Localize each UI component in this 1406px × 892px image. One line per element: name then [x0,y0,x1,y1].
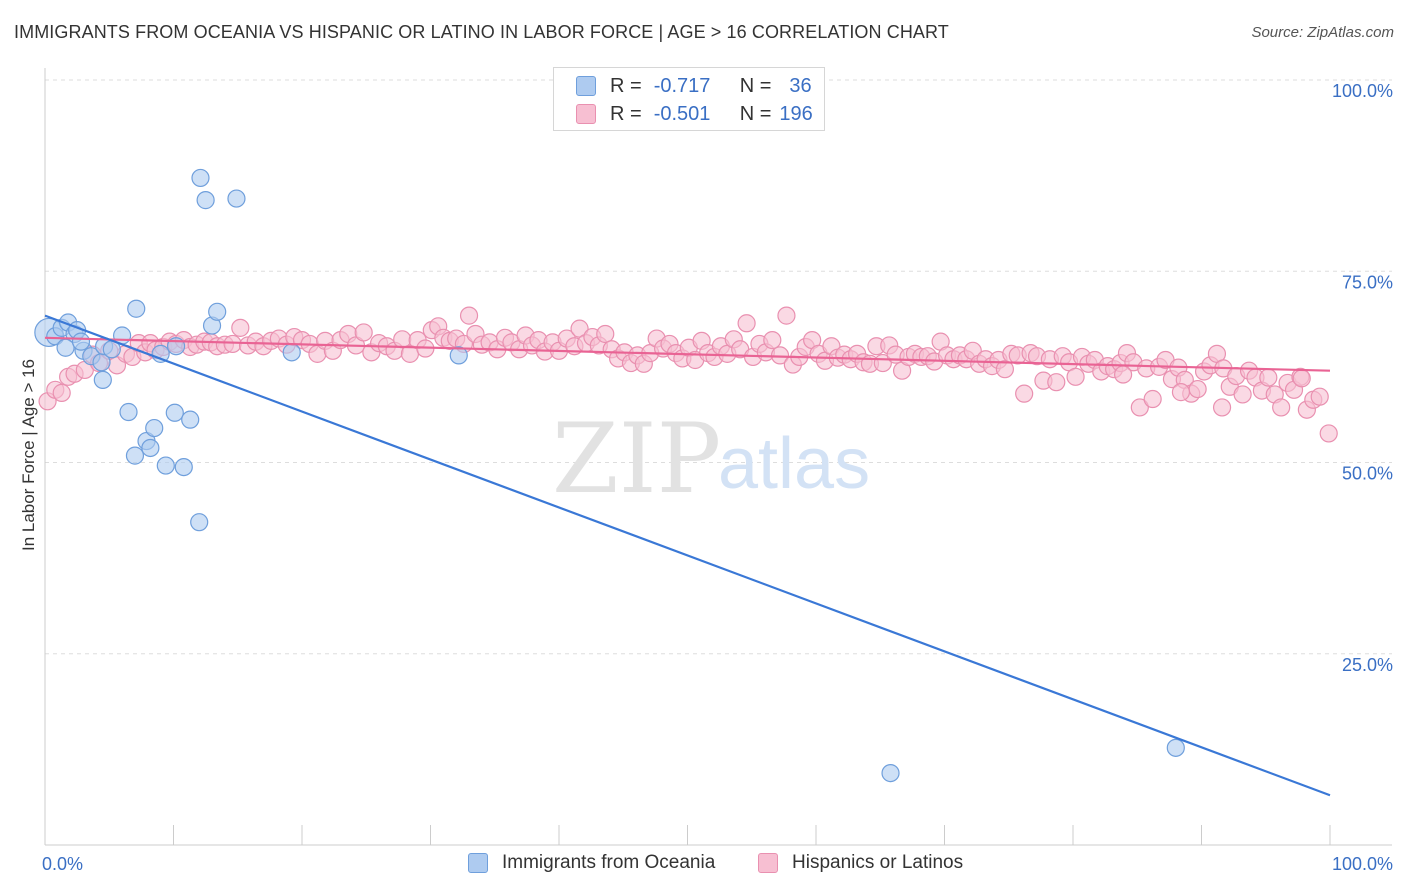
oceania-point [56,338,75,357]
oceania-point [165,403,184,422]
bottom-legend-hispanics: Hispanics or Latinos [758,852,963,874]
hispanics-point [1212,398,1232,417]
oceania-point [145,418,164,438]
oceania-point [127,299,146,318]
hispanics-point [1130,398,1149,417]
y-tick-label: 75.0% [1342,272,1393,292]
grid-lines [45,79,1392,655]
watermark-zip: ZIP [552,403,721,515]
legend-n-label: N = [739,74,772,97]
bottom-legend-swatch-hispanics [758,853,778,873]
x-tick-label: 0.0% [42,854,83,874]
hispanics-point [223,334,242,354]
hispanics-point [763,331,782,350]
oceania-trend-line [44,314,1331,797]
trend-lines [44,314,1331,797]
oceania-point [191,168,210,188]
hispanics-point [52,383,71,402]
legend-n-label: N = [739,102,772,125]
hispanics-point [1066,367,1085,386]
chart-source: Source: ZipAtlas.com [1251,24,1394,41]
oceania-point [282,343,301,362]
hispanics-point [1259,368,1278,387]
oceania-point [1166,738,1185,757]
oceania-point [125,446,145,465]
hispanics-point [737,314,756,333]
legend-row-oceania: R = -0.717 N = 36 [576,72,812,100]
oceania-point [141,438,160,458]
hispanics-point [1114,365,1133,384]
watermark: ZIP atlas [552,403,870,515]
oceania-point [881,763,900,783]
y-tick-label: 100.0% [1332,81,1393,101]
x-tick-label: 100.0% [1332,854,1393,874]
hispanics-point [459,306,479,325]
y-tick-label: 50.0% [1342,464,1393,484]
legend-swatch-oceania [576,76,596,96]
oceania-point [190,513,209,532]
hispanics-point [995,360,1014,379]
legend-swatch-hispanics [576,104,596,124]
oceania-point [119,402,138,422]
oceania-point [71,332,91,351]
hispanics-trend-line [44,336,1331,372]
legend-r-value-oceania: -0.717 [653,74,711,97]
hispanics-point [1319,424,1338,443]
legend: R = -0.717 N = 36 R = -0.501 N = 196 [553,67,825,131]
bottom-legend-swatch-oceania [468,853,488,873]
legend-row-hispanics: R = -0.501 N = 196 [576,100,813,128]
series-oceania-points [34,168,1185,783]
hispanics-point [231,318,250,337]
axes [44,68,1392,846]
legend-r-label: R = [610,102,642,125]
hispanics-point [1272,398,1291,417]
oceania-point [181,410,200,429]
oceania-point [208,302,227,321]
hispanics-point [1233,385,1252,404]
bottom-legend-oceania: Immigrants from Oceania [468,852,715,874]
y-axis-label: In Labor Force | Age > 16 [19,359,38,551]
oceania-point [93,370,112,389]
oceania-point [227,189,246,208]
series-hispanics-points [38,306,1338,443]
legend-n-value-hispanics: 196 [779,102,813,125]
hispanics-point [354,323,373,342]
hispanics-point [1047,373,1066,392]
oceania-point [174,457,193,477]
hispanics-point [596,324,615,344]
legend-r-label: R = [610,74,642,97]
watermark-atlas: atlas [718,424,870,504]
chart-title: IMMIGRANTS FROM OCEANIA VS HISPANIC OR L… [14,22,949,42]
hispanics-point [1188,379,1207,399]
hispanics-point [1143,389,1162,409]
hispanics-point [1310,387,1329,406]
hispanics-point [1292,369,1311,388]
bottom-legend-label-hispanics: Hispanics or Latinos [792,852,964,873]
legend-n-value-oceania: 36 [789,74,812,97]
hispanics-point [1015,384,1034,403]
tick-labels: 25.0% 50.0% 75.0% 100.0% 0.0% 100.0% [42,81,1393,874]
bottom-legend-label-oceania: Immigrants from Oceania [502,852,716,873]
hispanics-point [1171,383,1191,402]
y-tick-label: 25.0% [1342,655,1393,675]
oceania-point [196,191,215,210]
oceania-point [156,456,175,475]
legend-r-value-hispanics: -0.501 [653,102,711,125]
hispanics-point [777,306,796,325]
oceania-point [449,346,468,365]
